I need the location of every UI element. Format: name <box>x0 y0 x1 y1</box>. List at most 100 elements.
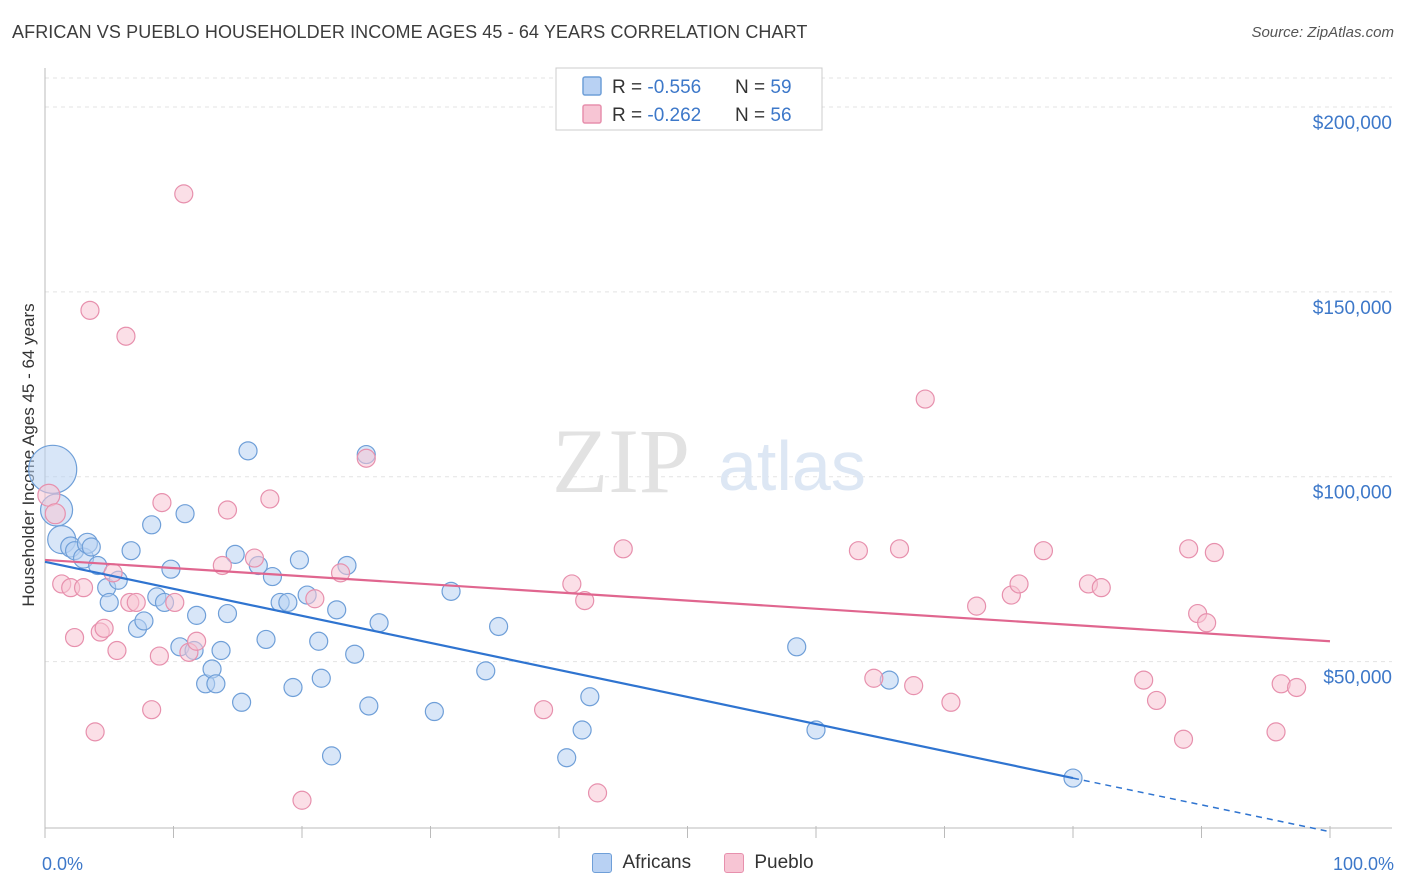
pueblo-point <box>1173 729 1194 749</box>
pueblo-point <box>1134 670 1154 690</box>
legend-item-pueblo[interactable]: Pueblo <box>724 852 814 874</box>
africans-point <box>311 668 331 688</box>
n-label: N = <box>735 77 770 98</box>
legend-item-africans[interactable]: Africans <box>592 852 691 874</box>
africans-point <box>211 640 231 661</box>
africans-point <box>580 687 600 707</box>
stats-row: R = -0.262 N = 56 <box>612 105 792 126</box>
series-legend: Africans Pueblo <box>0 852 1406 879</box>
pueblo-point <box>94 618 114 638</box>
pueblo-point <box>244 548 265 568</box>
africans-point <box>321 746 342 766</box>
pueblo-point <box>44 503 66 525</box>
africans-point <box>225 544 245 564</box>
africans-point <box>289 550 310 570</box>
africans-point <box>278 592 298 613</box>
pueblo-point <box>1179 539 1199 559</box>
series-pueblo <box>37 184 1307 810</box>
africans-swatch-icon <box>592 853 613 873</box>
y-tick-label: $200,000 <box>1313 113 1392 134</box>
africans-point <box>359 696 379 716</box>
stats-swatch-icon <box>582 76 602 96</box>
pueblo-point <box>915 389 935 409</box>
africans-point <box>256 629 276 650</box>
pueblo-point <box>533 700 554 720</box>
pueblo-point <box>864 668 884 688</box>
africans-point <box>238 441 258 461</box>
r-value: -0.556 <box>647 77 701 98</box>
y-axis-label: Householder Income Ages 45 - 64 years <box>19 303 38 606</box>
x-tick-label-min: 0.0% <box>42 854 83 874</box>
pueblo-point <box>575 590 595 611</box>
africans-point <box>283 677 303 698</box>
pueblo-point <box>142 700 162 720</box>
chart-title: AFRICAN VS PUEBLO HOUSEHOLDER INCOME AGE… <box>12 22 808 42</box>
pueblo-point <box>1091 578 1111 598</box>
pueblo-point <box>305 589 325 609</box>
africans-point <box>99 592 119 613</box>
watermark-zip: ZIP <box>552 410 690 512</box>
africans-point <box>369 613 389 633</box>
pueblo-swatch-icon <box>724 853 745 873</box>
stats-legend: R = -0.556 N = 59 R = -0.262 N = 56 <box>555 67 823 131</box>
pueblo-point <box>1204 542 1224 563</box>
x-tick-label-max: 100.0% <box>1333 854 1394 874</box>
pueblo-trendline <box>44 558 1331 643</box>
africans-trendline <box>44 560 1074 780</box>
africans-point <box>134 611 154 631</box>
africans-point <box>206 674 226 694</box>
pueblo-point <box>889 539 910 559</box>
africans-point <box>175 504 195 524</box>
africans-point <box>787 637 807 657</box>
africans-point <box>489 616 509 637</box>
pueblo-point <box>165 592 185 613</box>
pueblo-point <box>37 483 61 507</box>
africans-point <box>262 566 283 587</box>
pueblo-point <box>1146 690 1167 711</box>
pueblo-point <box>85 722 105 742</box>
y-tick-label: $100,000 <box>1313 483 1392 504</box>
africans-point <box>88 555 108 576</box>
pueblo-point <box>260 489 280 509</box>
n-value: 59 <box>770 77 791 98</box>
legend-label-pueblo: Pueblo <box>754 852 814 873</box>
source-label: Source: ZipAtlas.com <box>1251 24 1394 41</box>
africans-point <box>572 720 592 740</box>
africans-point <box>187 605 207 625</box>
pueblo-point <box>103 563 123 583</box>
stats-row: R = -0.556 N = 59 <box>612 77 792 98</box>
pueblo-point <box>587 783 608 803</box>
r-label: R = <box>612 105 647 126</box>
africans-point <box>217 603 238 624</box>
y-tick-label: $150,000 <box>1313 298 1392 319</box>
pueblo-point <box>292 790 312 810</box>
pueblo-point <box>613 539 633 559</box>
pueblo-point <box>1009 574 1029 594</box>
pueblo-point <box>116 326 136 346</box>
pueblo-point <box>1286 677 1307 698</box>
africans-point <box>327 600 347 620</box>
pueblo-point <box>73 578 94 598</box>
stats-swatch-icon <box>582 104 602 124</box>
pueblo-point <box>1266 722 1286 742</box>
r-label: R = <box>612 77 647 98</box>
legend-label-africans: Africans <box>622 852 692 873</box>
pueblo-point <box>126 592 146 613</box>
pueblo-point <box>80 300 100 320</box>
africans-point <box>121 541 141 561</box>
africans-point <box>476 661 496 681</box>
africans-point <box>142 515 162 535</box>
pueblo-point <box>107 640 127 661</box>
pueblo-point <box>217 500 238 520</box>
pueblo-point <box>1197 613 1217 633</box>
pueblo-point <box>1033 541 1054 561</box>
africans-point <box>424 701 444 722</box>
pueblo-point <box>941 692 961 712</box>
r-value: -0.262 <box>647 105 701 126</box>
pueblo-point <box>356 448 376 468</box>
pueblo-point <box>904 676 924 696</box>
africans-point <box>232 692 252 712</box>
africans-point <box>309 631 329 651</box>
watermark-atlas: atlas <box>718 427 866 505</box>
africans-point <box>81 537 101 557</box>
